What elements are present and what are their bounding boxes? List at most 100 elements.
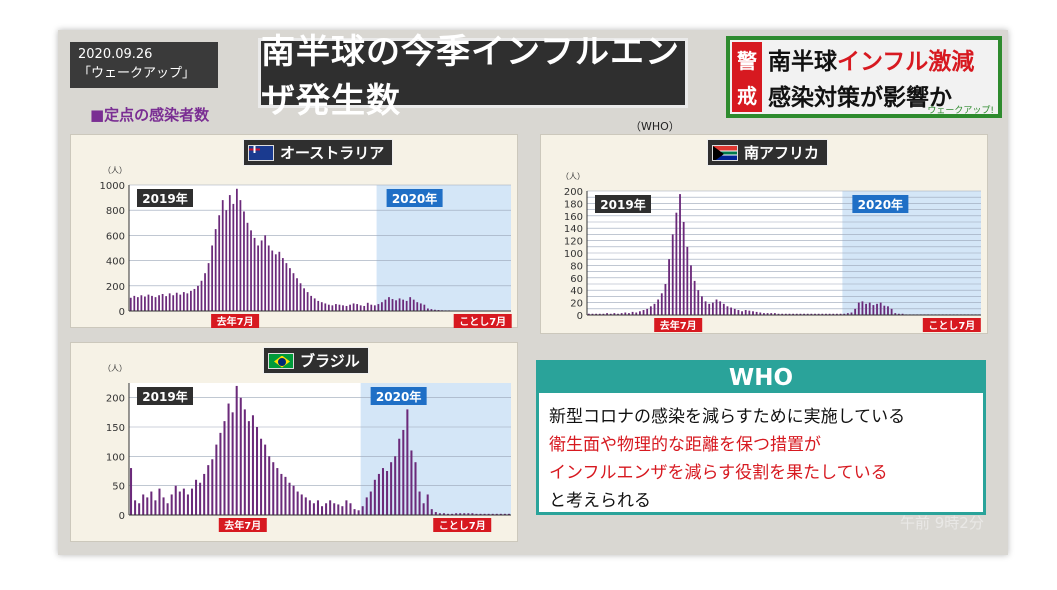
country-label-south-africa: 南アフリカ	[707, 139, 829, 166]
bar	[671, 234, 674, 315]
bar	[228, 195, 231, 311]
bar	[773, 313, 776, 315]
bar	[402, 299, 405, 311]
bar	[361, 506, 364, 515]
month-marker-label: 去年7月	[217, 315, 254, 328]
bar	[352, 303, 355, 311]
bar	[235, 385, 238, 515]
bar	[455, 513, 458, 515]
bar	[384, 299, 387, 311]
bar	[854, 308, 857, 315]
bar	[777, 313, 780, 315]
period-label-bg	[595, 195, 651, 213]
program-tag: ウェークアップ!	[927, 106, 994, 116]
who-line4: と考えられる	[549, 491, 651, 511]
bar	[660, 293, 663, 315]
bar	[459, 513, 462, 515]
bar	[195, 479, 198, 515]
bar	[381, 302, 383, 311]
bar	[675, 212, 678, 315]
bar	[730, 307, 733, 315]
bar	[268, 456, 271, 515]
bar	[190, 488, 194, 515]
bar	[325, 503, 328, 515]
y-tick-label: 0	[119, 511, 125, 522]
bar	[708, 303, 711, 315]
bar	[140, 295, 143, 311]
bar	[329, 500, 332, 515]
bar	[308, 500, 311, 515]
who-heading: WHO	[539, 363, 983, 393]
month-marker-label: ことし7月	[928, 320, 975, 332]
y-tick-label: 80	[570, 261, 583, 272]
brazil-flag-icon	[268, 352, 294, 369]
bar	[879, 302, 882, 315]
bar	[499, 513, 502, 515]
period-label: 2020年	[392, 191, 437, 206]
bar	[133, 295, 136, 311]
clock-overlay: 午前 9時2分	[900, 514, 984, 532]
bar	[620, 313, 623, 315]
bar	[363, 305, 366, 311]
bar	[770, 313, 773, 315]
bar	[288, 482, 291, 515]
bar	[595, 313, 598, 315]
y-tick-label: 200	[106, 394, 125, 405]
month-marker-bg	[211, 314, 260, 328]
bar	[835, 313, 838, 315]
y-tick-label: 200	[564, 187, 583, 198]
y-tick-label: 120	[564, 237, 583, 248]
bar	[316, 500, 319, 515]
bar	[635, 312, 638, 315]
bar	[446, 513, 450, 515]
month-marker-label: ことし7月	[439, 520, 486, 532]
date-box: 2020.09.26 「ウェークアップ」	[70, 42, 218, 88]
bar	[243, 409, 246, 515]
period-label-bg	[386, 189, 443, 207]
bar	[278, 251, 281, 311]
bar	[154, 297, 157, 311]
bar	[843, 313, 846, 315]
bar	[491, 513, 494, 515]
bar	[744, 310, 747, 315]
bar	[495, 513, 498, 515]
bar	[165, 296, 168, 311]
bar	[825, 313, 827, 315]
period-label-bg	[370, 387, 427, 405]
bar	[276, 468, 279, 515]
bar	[172, 295, 175, 311]
bar	[356, 304, 359, 311]
bar	[253, 237, 256, 311]
broadcast-date: 2020.09.26	[78, 47, 153, 62]
unit-label: （人）	[103, 166, 127, 175]
bar	[664, 284, 667, 315]
bar	[317, 300, 320, 311]
bar	[281, 258, 284, 311]
country-label-australia: オーストラリア	[243, 139, 394, 166]
bar	[434, 309, 436, 311]
bar	[235, 188, 238, 311]
bar	[483, 513, 486, 515]
bar	[264, 444, 267, 515]
bar	[814, 313, 816, 315]
bar	[349, 503, 352, 515]
bar	[463, 513, 466, 515]
bar	[223, 421, 226, 515]
bar	[129, 297, 132, 311]
bar	[274, 254, 277, 311]
bar	[377, 304, 380, 311]
bar	[395, 300, 397, 311]
bar	[381, 468, 385, 515]
bar	[186, 293, 189, 311]
bar	[390, 462, 393, 515]
headline-box: 警 戒 南半球インフル激減 感染対策が影響か ウェークアップ!	[726, 36, 1002, 118]
period-label: 2020年	[376, 389, 421, 404]
country-name-australia: オーストラリア	[280, 144, 385, 162]
bar	[894, 313, 897, 315]
warning-badge: 警 戒	[732, 42, 762, 112]
bar	[306, 292, 309, 311]
bar	[784, 313, 787, 315]
bar	[312, 503, 315, 515]
bar	[130, 468, 133, 515]
bar	[162, 497, 165, 515]
